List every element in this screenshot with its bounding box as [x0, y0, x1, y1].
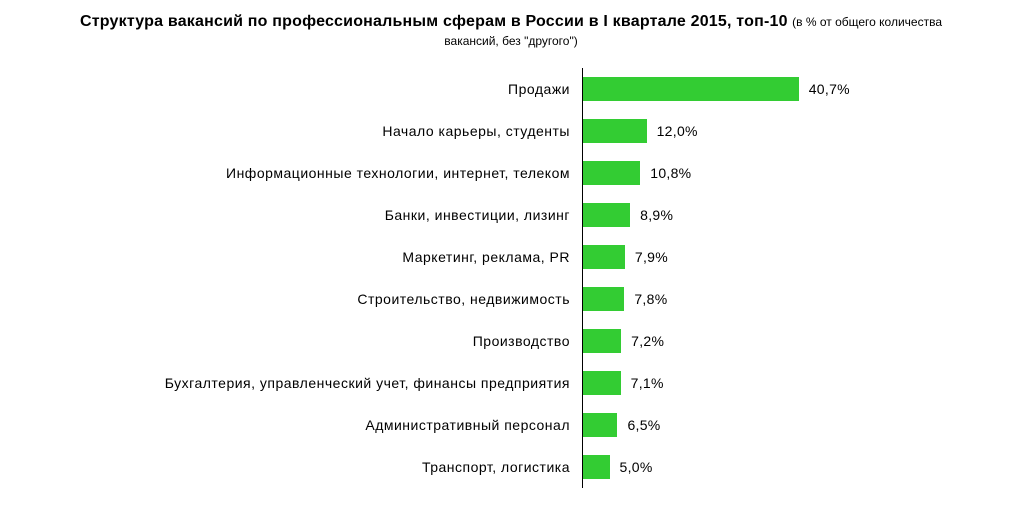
bar: [583, 77, 799, 101]
bar-row: Строительство, недвижимость 7,8%: [0, 278, 1022, 320]
bar: [583, 245, 625, 269]
category-label: Начало карьеры, студенты: [10, 123, 570, 139]
bar-row: Производство 7,2%: [0, 320, 1022, 362]
category-label: Строительство, недвижимость: [10, 291, 570, 307]
category-label: Производство: [10, 333, 570, 349]
category-label: Транспорт, логистика: [10, 459, 570, 475]
bar-row: Начало карьеры, студенты 12,0%: [0, 110, 1022, 152]
chart-container: Структура вакансий по профессиональным с…: [0, 0, 1022, 524]
bar-value-label: 6,5%: [627, 417, 660, 433]
bar: [583, 287, 624, 311]
bar-row: Бухгалтерия, управленческий учет, финанс…: [0, 362, 1022, 404]
chart-title-block: Структура вакансий по профессиональным с…: [0, 0, 1022, 50]
bar-value-label: 10,8%: [650, 165, 691, 181]
bar: [583, 413, 617, 437]
bar-value-label: 7,8%: [634, 291, 667, 307]
bar-row: Транспорт, логистика 5,0%: [0, 446, 1022, 488]
category-label: Информационные технологии, интернет, тел…: [10, 165, 570, 181]
bar: [583, 203, 630, 227]
bar-value-label: 12,0%: [657, 123, 698, 139]
bar-value-label: 40,7%: [809, 81, 850, 97]
bar-row: Административный персонал 6,5%: [0, 404, 1022, 446]
bar: [583, 329, 621, 353]
category-label: Банки, инвестиции, лизинг: [10, 207, 570, 223]
bar: [583, 455, 610, 479]
bar-value-label: 7,2%: [631, 333, 664, 349]
bar: [583, 371, 621, 395]
bar-value-label: 5,0%: [620, 459, 653, 475]
bar-row: Маркетинг, реклама, PR 7,9%: [0, 236, 1022, 278]
category-label: Продажи: [10, 81, 570, 97]
bar: [583, 119, 647, 143]
bar: [583, 161, 640, 185]
category-label: Административный персонал: [10, 417, 570, 433]
bar-row: Продажи 40,7%: [0, 68, 1022, 110]
chart-plot-area: Продажи 40,7% Начало карьеры, студенты 12,0…: [0, 68, 1022, 488]
bar-value-label: 8,9%: [640, 207, 673, 223]
bar-row: Банки, инвестиции, лизинг 8,9%: [0, 194, 1022, 236]
bar-value-label: 7,1%: [631, 375, 664, 391]
chart-title-main: Структура вакансий по профессиональным с…: [80, 13, 788, 30]
bar-row: Информационные технологии, интернет, тел…: [0, 152, 1022, 194]
category-label: Бухгалтерия, управленческий учет, финанс…: [10, 375, 570, 391]
bar-value-label: 7,9%: [635, 249, 668, 265]
category-label: Маркетинг, реклама, PR: [10, 249, 570, 265]
